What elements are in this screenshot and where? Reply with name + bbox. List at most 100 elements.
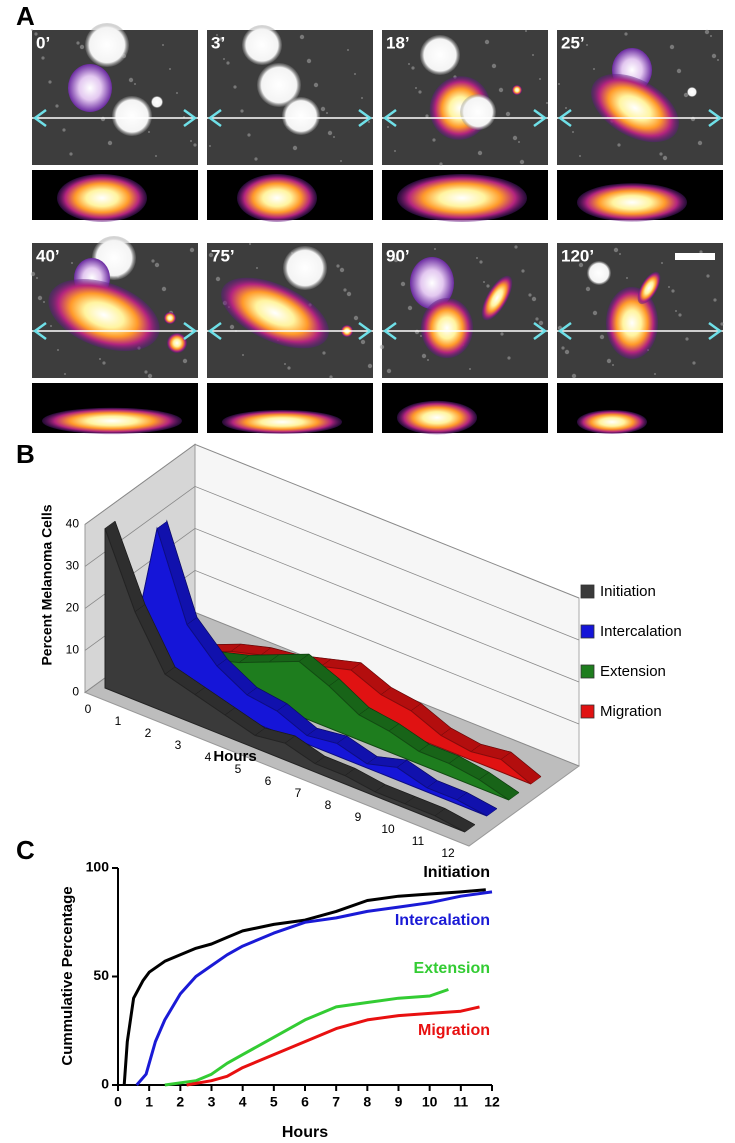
y-axis-title: Cummulative Percentage bbox=[59, 886, 76, 1065]
speckle bbox=[418, 90, 422, 94]
cell bbox=[512, 85, 522, 95]
microscopy-frame: 90’ bbox=[379, 243, 548, 435]
frame-label: 120’ bbox=[561, 246, 594, 265]
speckle bbox=[484, 39, 490, 45]
frame-label: 90’ bbox=[386, 246, 410, 265]
x-tick-label: 10 bbox=[422, 1094, 438, 1110]
cell bbox=[591, 73, 679, 143]
speckle bbox=[151, 259, 155, 263]
speckle bbox=[229, 324, 235, 330]
speckle bbox=[299, 34, 305, 40]
speckle bbox=[491, 63, 497, 69]
speckle bbox=[613, 247, 619, 253]
speckle bbox=[102, 361, 106, 365]
speckle bbox=[249, 243, 251, 245]
chevron bbox=[382, 108, 397, 128]
speckle bbox=[339, 267, 345, 273]
x-tick-label: 8 bbox=[325, 798, 332, 812]
x-tick-label: 8 bbox=[363, 1094, 371, 1110]
speckle bbox=[254, 157, 258, 161]
speckle bbox=[41, 56, 45, 60]
speckle bbox=[519, 159, 525, 165]
speckle bbox=[361, 97, 363, 99]
speckle bbox=[57, 349, 59, 351]
chevron bbox=[358, 108, 373, 128]
speckle bbox=[162, 44, 164, 46]
slice-signal bbox=[57, 174, 147, 222]
cell bbox=[85, 23, 129, 67]
x-tick-label: 4 bbox=[205, 750, 212, 764]
speckle bbox=[379, 344, 385, 350]
speckle bbox=[671, 289, 675, 293]
series-label: Intercalation bbox=[395, 912, 490, 929]
speckle bbox=[713, 298, 717, 302]
speckle bbox=[685, 337, 689, 341]
microscopy-frame: 18’ bbox=[382, 30, 548, 222]
x-tick-label: 1 bbox=[145, 1094, 153, 1110]
speckle bbox=[479, 260, 483, 264]
speckle bbox=[169, 68, 171, 70]
speckle bbox=[415, 87, 417, 89]
speckle bbox=[500, 332, 504, 336]
speckle bbox=[320, 106, 326, 112]
grid-line bbox=[84, 443, 580, 599]
speckle bbox=[571, 373, 577, 379]
speckle bbox=[699, 250, 703, 254]
speckle bbox=[322, 351, 326, 355]
speckle bbox=[661, 262, 663, 264]
slice-signal bbox=[577, 410, 647, 434]
speckle bbox=[477, 150, 483, 156]
speckle bbox=[561, 346, 565, 350]
speckle bbox=[514, 245, 518, 249]
speckle bbox=[242, 354, 244, 356]
speckle bbox=[327, 130, 333, 136]
cell bbox=[587, 261, 611, 285]
speckle bbox=[531, 296, 537, 302]
cell bbox=[68, 64, 112, 112]
speckle bbox=[34, 32, 38, 36]
speckle bbox=[624, 32, 628, 36]
speckle bbox=[190, 140, 192, 142]
x-tick-label: 3 bbox=[208, 1094, 216, 1110]
y-tick-label: 0 bbox=[101, 1076, 109, 1092]
x-axis-title: Hours bbox=[213, 748, 256, 765]
legend-swatch bbox=[580, 584, 595, 599]
frame-label: 75’ bbox=[211, 246, 235, 265]
frame-label: 18’ bbox=[386, 33, 410, 52]
speckle bbox=[48, 80, 52, 84]
slice-signal bbox=[577, 183, 687, 222]
speckle bbox=[692, 361, 696, 365]
speckle bbox=[176, 92, 178, 94]
speckle bbox=[340, 160, 342, 162]
speckle bbox=[128, 77, 134, 83]
speckle bbox=[161, 286, 167, 292]
area bbox=[126, 526, 488, 817]
microscopy-frame: 3’ bbox=[207, 25, 373, 222]
series-label: Migration bbox=[418, 1022, 490, 1039]
x-tick-label: 2 bbox=[145, 726, 152, 740]
slice-signal bbox=[222, 410, 342, 434]
speckle bbox=[256, 267, 258, 269]
speckle bbox=[240, 109, 244, 113]
chevron bbox=[183, 321, 198, 341]
cell bbox=[151, 96, 163, 108]
y-tick-label: 10 bbox=[66, 643, 80, 657]
speckle bbox=[675, 310, 677, 312]
microscopy-frame: 40’ bbox=[30, 236, 198, 435]
speckle bbox=[659, 152, 663, 156]
speckle bbox=[669, 44, 675, 50]
chevron bbox=[557, 321, 572, 341]
speckle bbox=[505, 111, 511, 117]
speckle bbox=[69, 152, 73, 156]
cell bbox=[112, 96, 152, 136]
speckle bbox=[55, 104, 59, 108]
slice-signal bbox=[42, 407, 182, 435]
x-tick-label: 5 bbox=[235, 762, 242, 776]
speckle bbox=[483, 281, 485, 283]
line bbox=[135, 890, 493, 1086]
speckle bbox=[532, 54, 534, 56]
speckle bbox=[134, 83, 136, 85]
speckle bbox=[711, 53, 717, 59]
x-tick-label: 2 bbox=[176, 1094, 184, 1110]
